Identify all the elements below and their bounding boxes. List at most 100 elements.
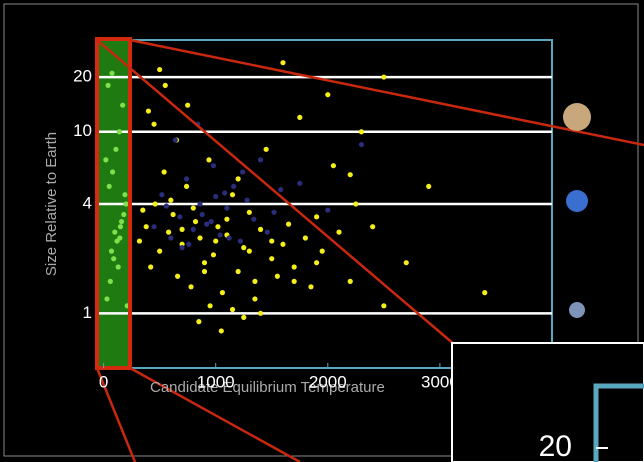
point (185, 103, 190, 108)
point (196, 319, 201, 324)
point (381, 74, 386, 79)
point (164, 203, 169, 208)
point (117, 235, 122, 240)
point (123, 201, 128, 206)
point (179, 227, 184, 232)
point (148, 264, 153, 269)
point (171, 212, 176, 217)
point (236, 176, 241, 181)
point (173, 137, 178, 142)
point (336, 230, 341, 235)
point (227, 235, 232, 240)
point (258, 311, 263, 316)
point (121, 212, 126, 217)
point (168, 235, 173, 240)
point (103, 157, 108, 162)
point (359, 129, 364, 134)
point (348, 279, 353, 284)
point (140, 208, 145, 213)
point (116, 264, 121, 269)
point (186, 242, 191, 247)
point (280, 242, 285, 247)
point (353, 201, 358, 206)
x-tick-label: 1000 (197, 372, 235, 391)
neptune-icon (566, 190, 588, 212)
point (404, 260, 409, 265)
point (220, 290, 225, 295)
point (265, 230, 270, 235)
x-axis-label: Candidate Equilibrium Temperature (150, 379, 385, 396)
point (236, 269, 241, 274)
point (269, 238, 274, 243)
point (146, 108, 151, 113)
point (240, 169, 245, 174)
point (163, 83, 168, 88)
point (219, 328, 224, 333)
point (264, 147, 269, 152)
point (202, 269, 207, 274)
point (241, 245, 246, 250)
point (209, 219, 214, 224)
point (297, 115, 302, 120)
point (184, 184, 189, 189)
point (258, 227, 263, 232)
point (292, 264, 297, 269)
y-tick-label: 1 (83, 303, 92, 322)
point (303, 235, 308, 240)
point (200, 212, 205, 217)
point (151, 122, 156, 127)
y-tick-label: 10 (73, 121, 92, 140)
jupiter-icon (563, 103, 591, 131)
point (104, 296, 109, 301)
y-axis-label: Size Relative to Earth (43, 132, 60, 276)
point (117, 129, 122, 134)
point (215, 224, 220, 229)
point (224, 205, 229, 210)
point (218, 232, 223, 237)
point (292, 279, 297, 284)
point (230, 192, 235, 197)
point (271, 210, 276, 215)
point (286, 222, 291, 227)
point (258, 157, 263, 162)
point (244, 198, 249, 203)
point (157, 249, 162, 254)
point (202, 260, 207, 265)
point (206, 157, 211, 162)
earth-icon (569, 302, 585, 318)
point (119, 219, 124, 224)
point (166, 230, 171, 235)
point (191, 205, 196, 210)
point (204, 222, 209, 227)
point (325, 208, 330, 213)
point (308, 284, 313, 289)
point (111, 256, 116, 261)
point (144, 224, 149, 229)
point (426, 184, 431, 189)
point (370, 224, 375, 229)
point (381, 303, 386, 308)
point (348, 172, 353, 177)
point (153, 201, 158, 206)
point (112, 230, 117, 235)
point (197, 235, 202, 240)
point (162, 169, 167, 174)
y-tick-label: 4 (83, 193, 92, 212)
point (211, 163, 216, 168)
point (275, 274, 280, 279)
point (297, 181, 302, 186)
point (325, 92, 330, 97)
point (197, 201, 202, 206)
point (120, 103, 125, 108)
point (179, 245, 184, 250)
point (247, 210, 252, 215)
point (314, 214, 319, 219)
inset-label: 20 (539, 430, 572, 462)
point (331, 163, 336, 168)
point (175, 274, 180, 279)
point (113, 147, 118, 152)
point (118, 224, 123, 229)
point (213, 238, 218, 243)
point (188, 284, 193, 289)
point (109, 249, 114, 254)
